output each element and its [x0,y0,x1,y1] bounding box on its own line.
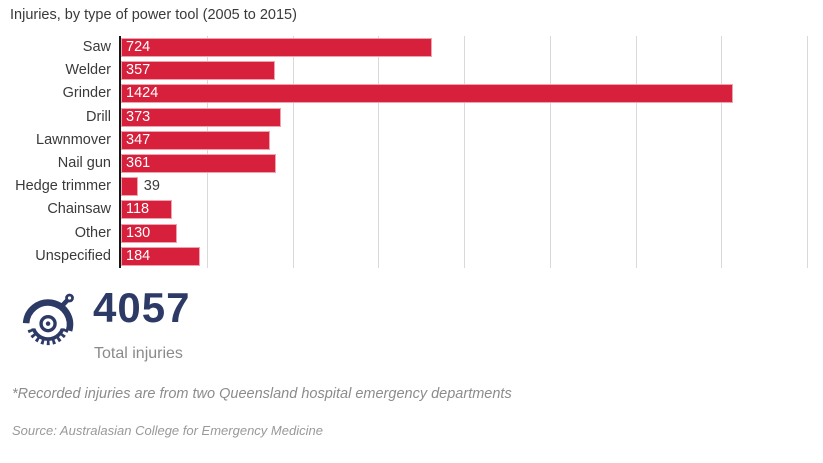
bar-track: 39 [121,175,807,198]
chart-row: Chainsaw 118 [0,198,810,221]
category-label: Other [74,224,111,241]
bar-value-label: 724 [126,39,151,55]
gridline-600 [378,36,380,268]
bar: 373 [121,107,282,127]
bar-track: 373 [121,106,807,129]
gridline-1200 [635,36,637,268]
bar-value-label: 184 [126,247,151,264]
gridline-200 [206,36,208,268]
bar-value-label: 1424 [126,85,159,102]
bar: 361 [121,154,277,173]
bar-value-label: 347 [126,131,151,148]
bar-value-label: 361 [126,155,151,171]
category-label: Grinder [62,85,111,102]
bar: 130 [121,223,177,243]
chart-row: Lawnmover 347 [0,129,810,152]
bar [121,177,138,197]
gridline-800 [464,36,465,268]
total-count: 4057 [93,284,191,331]
bar-value-label: 118 [126,201,150,218]
bar-chart: Saw 724 Welder 357 Grinder 1424 Drill 373 Lawnmo… [0,36,810,268]
bar: 1424 [121,84,734,104]
category-label: Nail gun [57,155,111,171]
gridline-400 [292,36,294,268]
bar-value-label: 130 [126,224,151,241]
bar: 357 [121,61,275,81]
bar-track: 357 [121,59,807,82]
bar-track: 361 [121,152,807,175]
source-credit: Source: Australasian College for Emergen… [12,423,323,438]
footnote: *Recorded injuries are from two Queensla… [12,386,512,402]
bar: 724 [121,38,433,57]
bar-value-label: 39 [143,178,160,195]
chart-row: Nail gun 361 [0,152,810,175]
bar-track: 347 [121,129,807,152]
category-label: Chainsaw [47,201,111,218]
bar: 347 [121,130,271,150]
category-label: Hedge trimmer [15,178,111,195]
chart-title: Injuries, by type of power tool (2005 to… [10,7,297,23]
chart-row: Hedge trimmer 39 [0,175,810,198]
total-count-label: Total injuries [94,345,183,362]
chart-row: Welder 357 [0,59,810,82]
total-injuries-block: 4057 Total injuries [0,282,400,372]
category-label: Lawnmover [36,131,111,148]
chart-row: Other 130 [0,222,810,245]
gridline-1400 [721,36,723,268]
gridline-1000 [549,36,551,268]
bar-value-label: 373 [126,108,151,125]
chart-row: Drill 373 [0,106,810,129]
category-label: Saw [82,39,111,55]
chart-row: Unspecified 184 [0,245,810,268]
bar-track: 184 [121,245,807,268]
circular-saw-icon [22,293,74,346]
bar-track: 130 [121,222,807,245]
bar-value-label: 357 [126,62,151,79]
category-label: Unspecified [35,247,111,264]
category-label: Drill [86,108,111,125]
gridline-1600 [807,36,808,268]
chart-row: Saw 724 [0,36,810,59]
bar-track: 118 [121,198,807,221]
bar-track: 1424 [121,82,807,105]
category-label: Welder [65,62,111,79]
bar: 184 [121,246,201,266]
bar: 118 [121,200,172,220]
chart-plot-area [119,36,808,268]
bar-track: 724 [121,36,807,59]
chart-row: Grinder 1424 [0,82,810,105]
